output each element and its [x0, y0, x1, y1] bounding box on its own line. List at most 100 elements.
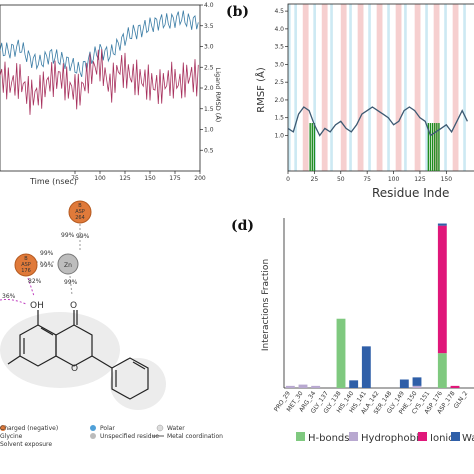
- panel-b-band: [395, 4, 402, 171]
- panel-b-ytick-label: 2.5: [274, 79, 284, 86]
- bar-gly_149: [399, 379, 409, 388]
- water-hbond: [0, 299, 27, 305]
- panel-b-ytick-label: 3.5: [274, 44, 284, 51]
- panel-b-ytick-label: 1.5: [274, 115, 284, 122]
- panel-d-bars: [285, 223, 460, 388]
- panel-c: B ASP 264 B ASP 176 Zn 99% 99% 99% 99% 9…: [0, 200, 223, 448]
- legend-glycine: Glycine: [0, 433, 23, 440]
- bar-asp_176: [437, 223, 447, 226]
- panel-a-ytick-label: 1.5: [204, 106, 214, 113]
- panel-b-xtick-label: 75: [363, 176, 371, 183]
- panel-d-ylabel: Interactions Fraction: [261, 259, 271, 351]
- legend-solvent: Solvent exposure: [0, 441, 52, 448]
- panel-a-ytick-label: 2.5: [204, 64, 214, 71]
- legend-hbonds: H-bonds: [308, 433, 350, 444]
- panel-b-band: [444, 4, 447, 171]
- panel-b-band: [387, 4, 390, 171]
- panel-b-band: [376, 4, 383, 171]
- asp176-node: [14, 253, 38, 277]
- legend-ionic-swatch: [418, 432, 427, 441]
- panel-b-band: [349, 4, 352, 171]
- panel-b-frame: [287, 3, 474, 172]
- panel-b-xlabel: Residue Inde: [372, 186, 449, 200]
- asp264-node: [68, 200, 92, 224]
- edge-label-7: 36%: [2, 293, 16, 300]
- panel-b-contact-markers: [309, 123, 440, 171]
- ring-b: [111, 357, 149, 400]
- panel-b-band: [330, 4, 333, 171]
- zn-node: [57, 253, 79, 275]
- legend-charged-swatch: [0, 425, 6, 431]
- hydroxyl-oh: OH: [30, 301, 44, 311]
- panel-b-band: [404, 4, 407, 171]
- panel-b-xtick-label: 25: [311, 176, 319, 183]
- asp264-num: 264: [75, 215, 85, 221]
- bar-his_141: [361, 346, 371, 388]
- panel-a-right-yticks: 0.5 1.0 1.5 2.0 2.5 3.0 3.5 4.0: [200, 2, 214, 154]
- panel-a-ytick-label: 4.0: [204, 2, 214, 9]
- panel-b-label: (b): [226, 4, 249, 20]
- asp176-num: 176: [21, 268, 31, 274]
- edge-label-4: 99%: [40, 262, 54, 269]
- carbonyl-o: O: [70, 301, 77, 311]
- panel-d-xticks: PRO_29MET_30ARG_34GLY_137GLY_138HIS_140H…: [273, 390, 469, 416]
- bar-arg_34: [311, 385, 321, 388]
- panel-b-xtick-label: 100: [388, 176, 400, 183]
- legend-water-d-swatch: [451, 432, 460, 441]
- panel-d: (d) PRO_29MET_30ARG_34GLY_137GLY_138HIS_…: [231, 218, 474, 444]
- panel-a-xticks: 75 100 125 150 175 200: [71, 171, 206, 182]
- panel-b-ytick-label: 4.5: [274, 8, 284, 15]
- edge-label-2: 99%: [76, 233, 90, 240]
- panel-b: (b) 1.0 1.5 2.0 2.5 3.0 3.5 4.0 4.5 0 25 50 75 100 1…: [226, 3, 474, 200]
- edge-label-5: 99%: [64, 279, 78, 286]
- zn-o-link: [69, 275, 73, 296]
- panel-b-band: [433, 4, 440, 171]
- panel-a-ytick-label: 3.5: [204, 23, 214, 30]
- panel-a-ytick-label: 0.5: [204, 147, 214, 154]
- legend-water-swatch: [156, 424, 164, 432]
- legend-metal: Metal coordination: [167, 433, 223, 440]
- edge-label-1: 99%: [61, 232, 75, 239]
- panel-b-band: [288, 4, 291, 171]
- panel-a-xtick-label: 125: [119, 175, 131, 182]
- flavanone-molecule: [0, 310, 166, 410]
- panel-a-xtick-label: 100: [94, 175, 106, 182]
- panel-a-ytick-label: 2.0: [204, 85, 214, 92]
- panel-b-yticks: 1.0 1.5 2.0 2.5 3.0 3.5 4.0 4.5: [274, 8, 288, 139]
- panel-c-legend: Charged (negative) Polar Water Glycine U…: [0, 424, 223, 448]
- panel-b-xtick-label: 0: [286, 176, 290, 183]
- edge-label-6: 82%: [28, 278, 42, 285]
- panel-b-band: [368, 4, 371, 171]
- panel-d-xtick-label: GLN_2: [452, 390, 469, 410]
- panel-a-series-1: [0, 49, 199, 115]
- legend-hbonds-swatch: [296, 432, 305, 441]
- panel-b-band: [357, 4, 364, 171]
- asp176-name: ASP: [21, 262, 31, 268]
- panel-b-band: [425, 4, 428, 171]
- bar-asp_178: [450, 385, 460, 388]
- zn-label: Zn: [64, 262, 72, 269]
- legend-charged: Charged (negative): [0, 425, 58, 432]
- legend-hydrophobic-swatch: [349, 432, 358, 441]
- panel-a-ytick-label: 3.0: [204, 44, 214, 51]
- panel-a-xtick-label: 75: [71, 175, 79, 182]
- panel-b-band: [313, 4, 316, 171]
- panel-b-series: [287, 106, 468, 137]
- legend-water-d: Wa: [462, 433, 474, 444]
- bar-gly_138: [336, 318, 346, 388]
- panel-a: 75 100 125 150 175 200 0.5 1.0 1.5 2.0 2.5 3.0 3.5 4…: [0, 2, 223, 186]
- legend-polar: Polar: [100, 425, 115, 432]
- panel-a-ylabel-right: Ligand RMSD (Å): [214, 68, 223, 123]
- panel-b-ytick-label: 3.0: [274, 61, 284, 68]
- legend-water: Water: [167, 425, 185, 432]
- panel-a-series-0: [0, 10, 199, 78]
- ring-o: O: [71, 364, 78, 374]
- bar-asp_176: [437, 353, 447, 388]
- bar-phe_150: [412, 385, 422, 388]
- panel-b-ytick-label: 2.0: [274, 97, 284, 104]
- asp264-name: ASP: [75, 209, 85, 215]
- bar-met_30: [298, 384, 308, 388]
- bar-pro_29: [285, 385, 295, 388]
- panel-b-band: [302, 4, 309, 171]
- panel-b-ytick-label: 1.0: [274, 132, 284, 139]
